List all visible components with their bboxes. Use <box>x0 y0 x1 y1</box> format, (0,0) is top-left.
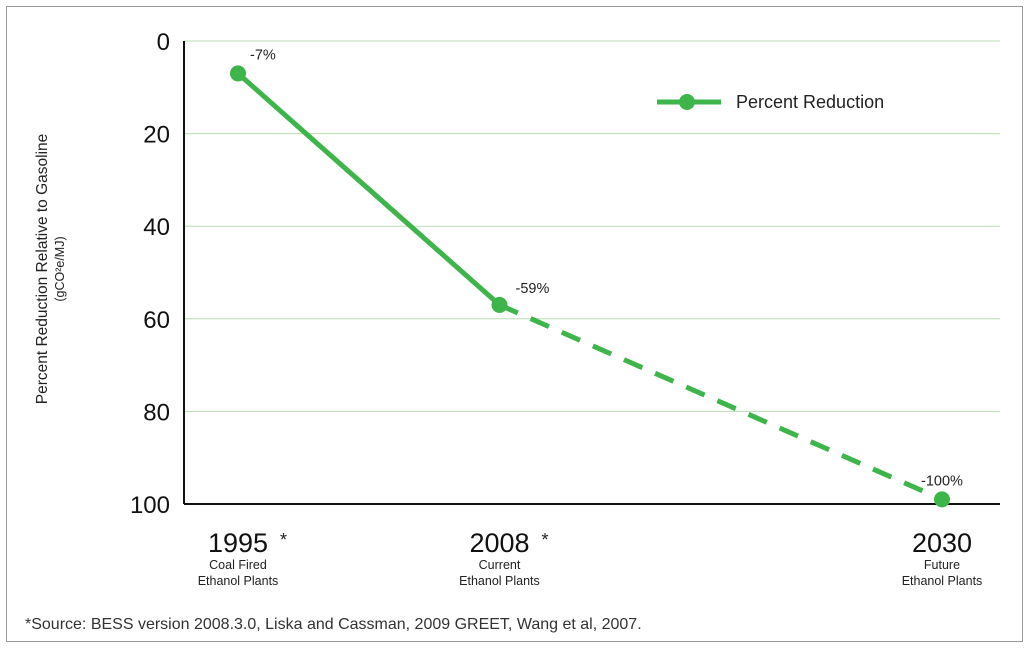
x-tick-labels: 1995 * Coal Fired Ethanol Plants 2008 * Curren… <box>198 528 983 588</box>
grid-lines <box>184 40 1000 412</box>
y-axis-units: (gCO²e/MJ) <box>53 236 67 301</box>
legend-label: Percent Reduction <box>736 92 884 112</box>
chart-frame: 0 20 40 60 80 100 1995 * Coal Fired Ethanol Plan… <box>6 6 1023 642</box>
x-tick-subtitle-line1: Coal Fired <box>209 558 267 572</box>
series-percent-reduction <box>230 65 950 508</box>
x-tick-asterisk: * <box>541 530 548 550</box>
x-tick-year: 2008 <box>469 528 529 558</box>
y-tick-label: 0 <box>157 29 170 56</box>
data-point <box>230 65 246 82</box>
legend-marker <box>679 94 695 110</box>
y-axis-title: Percent Reduction Relative to Gasoline (… <box>34 134 67 405</box>
x-tick-subtitle-line2: Ethanol Plants <box>902 574 983 588</box>
y-tick-labels: 0 20 40 60 80 100 <box>130 29 170 519</box>
data-point <box>934 491 950 508</box>
line-chart: 0 20 40 60 80 100 1995 * Coal Fired Ethanol Plan… <box>25 29 1000 633</box>
y-tick-label: 60 <box>143 307 170 334</box>
series-segment-solid <box>236 71 502 307</box>
data-label: -100% <box>921 473 963 489</box>
x-tick-year: 2030 <box>912 528 972 558</box>
data-labels: -7% -59% -100% <box>250 47 963 489</box>
x-tick-subtitle-line2: Ethanol Plants <box>198 574 279 588</box>
data-label: -59% <box>515 281 549 297</box>
x-tick-subtitle-line1: Future <box>924 558 960 572</box>
data-label: -7% <box>250 47 276 63</box>
y-axis-label: Percent Reduction Relative to Gasoline <box>34 134 51 405</box>
y-tick-label: 20 <box>143 122 170 149</box>
x-tick-subtitle-line2: Ethanol Plants <box>459 574 540 588</box>
data-point <box>491 296 508 313</box>
legend: Percent Reduction <box>657 92 884 112</box>
x-tick-subtitle-line1: Current <box>479 558 521 572</box>
axes <box>183 41 1000 505</box>
y-tick-label: 80 <box>143 399 170 426</box>
y-tick-label: 40 <box>143 214 170 241</box>
source-note: *Source: BESS version 2008.3.0, Liska an… <box>25 616 642 633</box>
y-tick-label: 100 <box>130 492 170 519</box>
x-tick-asterisk: * <box>280 530 287 550</box>
x-tick-year: 1995 <box>208 528 268 558</box>
series-segment-dashed <box>498 302 944 502</box>
